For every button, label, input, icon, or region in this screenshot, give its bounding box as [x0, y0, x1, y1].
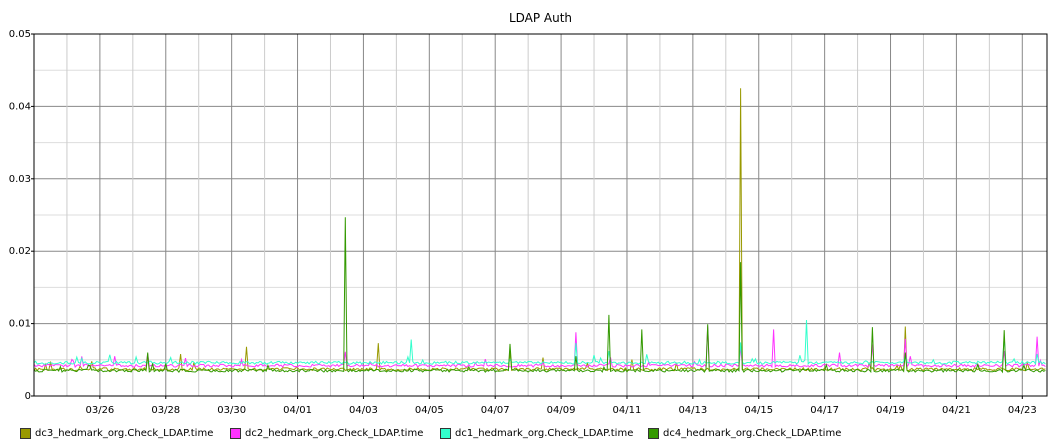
series-line-4 — [33, 217, 1046, 374]
x-tick-label: 04/23 — [1008, 405, 1037, 416]
x-tick-label: 03/28 — [151, 405, 180, 416]
legend-item: dc3_hedmark_org.Check_LDAP.time — [20, 424, 213, 442]
x-axis-ticks: 03/26 03/28 03/30 04/01 04/03 04/05 04/07 04/09… — [85, 396, 1037, 416]
series-line-3 — [33, 319, 1046, 366]
x-tick-label: 04/15 — [744, 405, 773, 416]
y-tick-label: 0.04 — [9, 101, 31, 112]
legend-label: dc1_hedmark_org.Check_LDAP.time — [455, 427, 634, 439]
legend-label: dc3_hedmark_org.Check_LDAP.time — [35, 427, 214, 439]
x-tick-label: 04/13 — [678, 405, 707, 416]
y-tick-label: 0.05 — [9, 29, 31, 40]
series-line-2 — [33, 326, 1046, 369]
x-tick-label: 04/03 — [349, 405, 378, 416]
chart-grid — [33, 33, 1047, 397]
chart-axes — [33, 33, 1048, 397]
x-tick-label: 04/09 — [547, 405, 576, 416]
x-tick-label: 04/21 — [942, 405, 971, 416]
y-tick-label: 0.03 — [9, 174, 31, 185]
legend-swatch — [440, 427, 451, 439]
legend-item: dc4_hedmark_org.Check_LDAP.time — [648, 424, 841, 442]
legend-swatch — [648, 427, 659, 439]
chart-legend: dc3_hedmark_org.Check_LDAP.time dc2_hedma… — [0, 424, 1059, 442]
legend-label: dc2_hedmark_org.Check_LDAP.time — [245, 427, 424, 439]
chart-series — [33, 88, 1046, 374]
x-tick-label: 04/07 — [481, 405, 510, 416]
x-tick-label: 04/17 — [810, 405, 839, 416]
ldap-auth-chart: LDAP Auth 00.010.020.030.040.05 03/26 03/… — [9, 11, 1048, 416]
series-line-1 — [33, 88, 1046, 373]
x-tick-label: 04/05 — [415, 405, 444, 416]
chart-title: LDAP Auth — [509, 11, 572, 25]
x-tick-label: 03/30 — [217, 405, 246, 416]
x-tick-label: 04/19 — [876, 405, 905, 416]
legend-label: dc4_hedmark_org.Check_LDAP.time — [663, 427, 842, 439]
y-tick-label: 0.02 — [9, 246, 31, 257]
legend-item: dc2_hedmark_org.Check_LDAP.time — [230, 424, 423, 442]
x-tick-label: 04/11 — [613, 405, 642, 416]
legend-item: dc1_hedmark_org.Check_LDAP.time — [440, 424, 633, 442]
y-tick-label: 0 — [25, 391, 31, 402]
legend-swatch — [230, 427, 241, 439]
y-axis-ticks: 0 0.01 0.02 0.03 0.04 0.05 — [9, 29, 34, 402]
x-tick-label: 04/01 — [283, 405, 312, 416]
y-tick-label: 0.01 — [9, 319, 31, 330]
legend-swatch — [20, 427, 31, 439]
plot-frame — [33, 33, 1048, 397]
x-tick-label: 03/26 — [85, 405, 114, 416]
